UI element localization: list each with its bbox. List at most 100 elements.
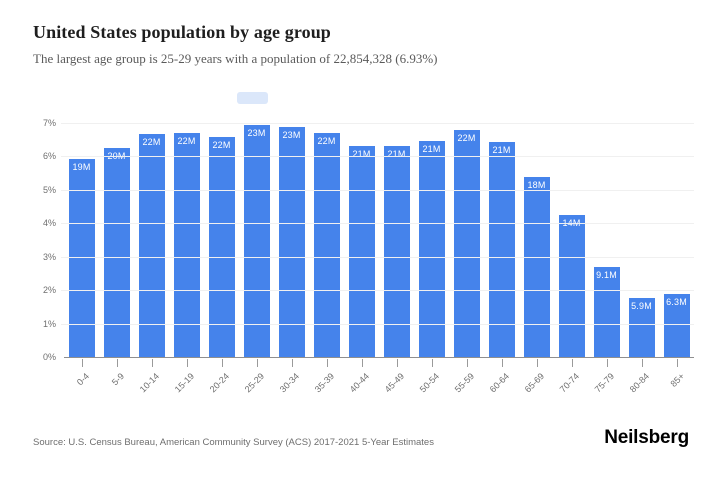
x-axis-label: 0-4 — [75, 371, 92, 388]
source-text: Source: U.S. Census Bureau, American Com… — [33, 437, 434, 448]
bar-slot: 14M 70-74 — [554, 123, 589, 394]
x-axis-tick — [116, 359, 118, 367]
bar-value-label: 21M — [492, 145, 511, 156]
bar-slot: 22M 55-59 — [449, 123, 484, 394]
bar[interactable]: 21M — [488, 142, 515, 357]
x-axis-tick — [466, 359, 468, 367]
bar[interactable]: 14M — [556, 214, 588, 357]
gridline — [61, 123, 694, 124]
bar[interactable]: 19M — [68, 158, 95, 357]
gridline — [61, 290, 694, 292]
bar-value-label: 6.3M — [666, 296, 687, 307]
bar-slot: 9.1M 75-79 — [589, 123, 624, 394]
x-axis-label: 60-64 — [488, 371, 512, 395]
x-axis-label: 30-34 — [278, 371, 302, 395]
x-axis-label: 15-19 — [173, 371, 197, 395]
bar[interactable]: 23M — [278, 127, 305, 357]
bar-value-label: 22M — [142, 136, 161, 147]
bar[interactable]: 22M — [453, 130, 480, 357]
bar[interactable]: 21M — [383, 145, 410, 357]
bar-slot: 22M 35-39 — [309, 123, 344, 394]
bar-slot: 19M 0-4 — [64, 123, 99, 387]
bar[interactable]: 22M — [313, 133, 340, 357]
gridline — [61, 323, 694, 325]
bar-slot: 22M 10-14 — [134, 123, 169, 394]
x-axis-tick — [431, 359, 433, 367]
bar[interactable]: 9.1M — [593, 266, 620, 357]
bar-value-label: 23M — [282, 130, 301, 141]
bar-value-label: 19M — [72, 161, 91, 172]
brand-logo[interactable]: Neilsberg — [604, 427, 689, 448]
bar-slot: 22M 20-24 — [204, 123, 239, 394]
bar-value-label: 14M — [556, 218, 588, 228]
y-axis-tick-label: 4% — [42, 218, 56, 229]
y-axis-tick-label: 6% — [42, 151, 56, 162]
bar-value-label: 20M — [101, 151, 133, 161]
x-axis-tick — [326, 359, 328, 367]
x-axis-tick — [256, 359, 258, 367]
gridline — [61, 189, 694, 191]
x-axis-tick — [571, 359, 573, 367]
bar-value-label: 21M — [352, 149, 371, 160]
chart-title: United States population by age group — [33, 22, 331, 42]
x-axis-label: 40-44 — [348, 371, 372, 395]
x-axis-tick — [396, 359, 398, 367]
bar-value-label: 21M — [422, 144, 441, 155]
x-axis-label: 65-69 — [523, 371, 547, 395]
bar-slot: 21M 40-44 — [344, 123, 379, 394]
bar[interactable]: 5.9M — [628, 297, 655, 357]
bar[interactable]: 21M — [418, 141, 445, 357]
plot-area: 19M0-420M5-922M10-1422M15-1922M20-2423M2… — [61, 123, 694, 394]
y-axis-tick-label: 2% — [42, 285, 56, 296]
x-axis-label: 25-29 — [243, 371, 267, 395]
x-axis-label: 75-79 — [593, 371, 617, 395]
chart-subtitle: The largest age group is 25-29 years wit… — [33, 51, 438, 66]
x-axis-tick — [606, 359, 608, 367]
x-axis-label: 20-24 — [208, 371, 232, 395]
x-axis-tick — [291, 359, 293, 367]
bar-slot: 23M 25-29 — [239, 123, 274, 394]
bar[interactable]: 6.3M — [663, 293, 690, 357]
x-axis-tick — [221, 359, 223, 367]
bar-slot: 20M 5-9 — [99, 123, 134, 387]
bar-value-label: 22M — [457, 133, 476, 144]
bar[interactable]: 23M — [243, 125, 270, 357]
bar[interactable]: 18M — [523, 176, 550, 357]
x-axis-label: 55-59 — [453, 371, 477, 395]
bar-value-label: 21M — [387, 148, 406, 159]
bar-slot: 23M 30-34 — [274, 123, 309, 394]
bar-value-label: 18M — [527, 179, 546, 190]
x-axis-label: 85+ — [668, 371, 687, 389]
x-axis-label: 10-14 — [138, 371, 162, 395]
x-axis-label: 5-9 — [110, 371, 127, 388]
y-axis-tick-label: 3% — [42, 251, 56, 262]
bar-slot: 5.9M 80-84 — [624, 123, 659, 394]
x-axis-tick — [361, 359, 363, 367]
bar[interactable]: 20M — [101, 148, 133, 357]
x-axis-label: 45-49 — [383, 371, 407, 395]
y-axis-tick-label: 1% — [42, 318, 56, 329]
y-axis-tick-label: 0% — [42, 352, 56, 362]
y-axis: 0% 1% 2% 3% 4% 5% 6% 7% — [0, 118, 56, 362]
bar-value-label: 9.1M — [596, 269, 617, 280]
tooltip-artifact — [237, 92, 268, 104]
bar[interactable]: 22M — [208, 137, 235, 357]
bar-value-label: 22M — [212, 140, 231, 151]
y-axis-tick-label: 7% — [42, 118, 56, 128]
bar-slot: 22M 15-19 — [169, 123, 204, 394]
bar[interactable]: 21M — [348, 146, 375, 357]
bar[interactable]: 22M — [173, 133, 200, 357]
bar-value-label: 22M — [177, 136, 196, 147]
bar-slot: 21M 60-64 — [484, 123, 519, 394]
bar[interactable]: 22M — [138, 133, 165, 357]
x-axis-tick — [536, 359, 538, 367]
y-axis-tick-label: 5% — [42, 184, 56, 195]
bar-value-label: 5.9M — [631, 300, 652, 311]
bars-container: 19M0-420M5-922M10-1422M15-1922M20-2423M2… — [64, 123, 694, 394]
x-axis-tick — [501, 359, 503, 367]
bar-slot: 21M 45-49 — [379, 123, 414, 394]
bar-slot: 18M 65-69 — [519, 123, 554, 394]
x-axis-tick — [676, 359, 678, 367]
gridline — [61, 156, 694, 158]
